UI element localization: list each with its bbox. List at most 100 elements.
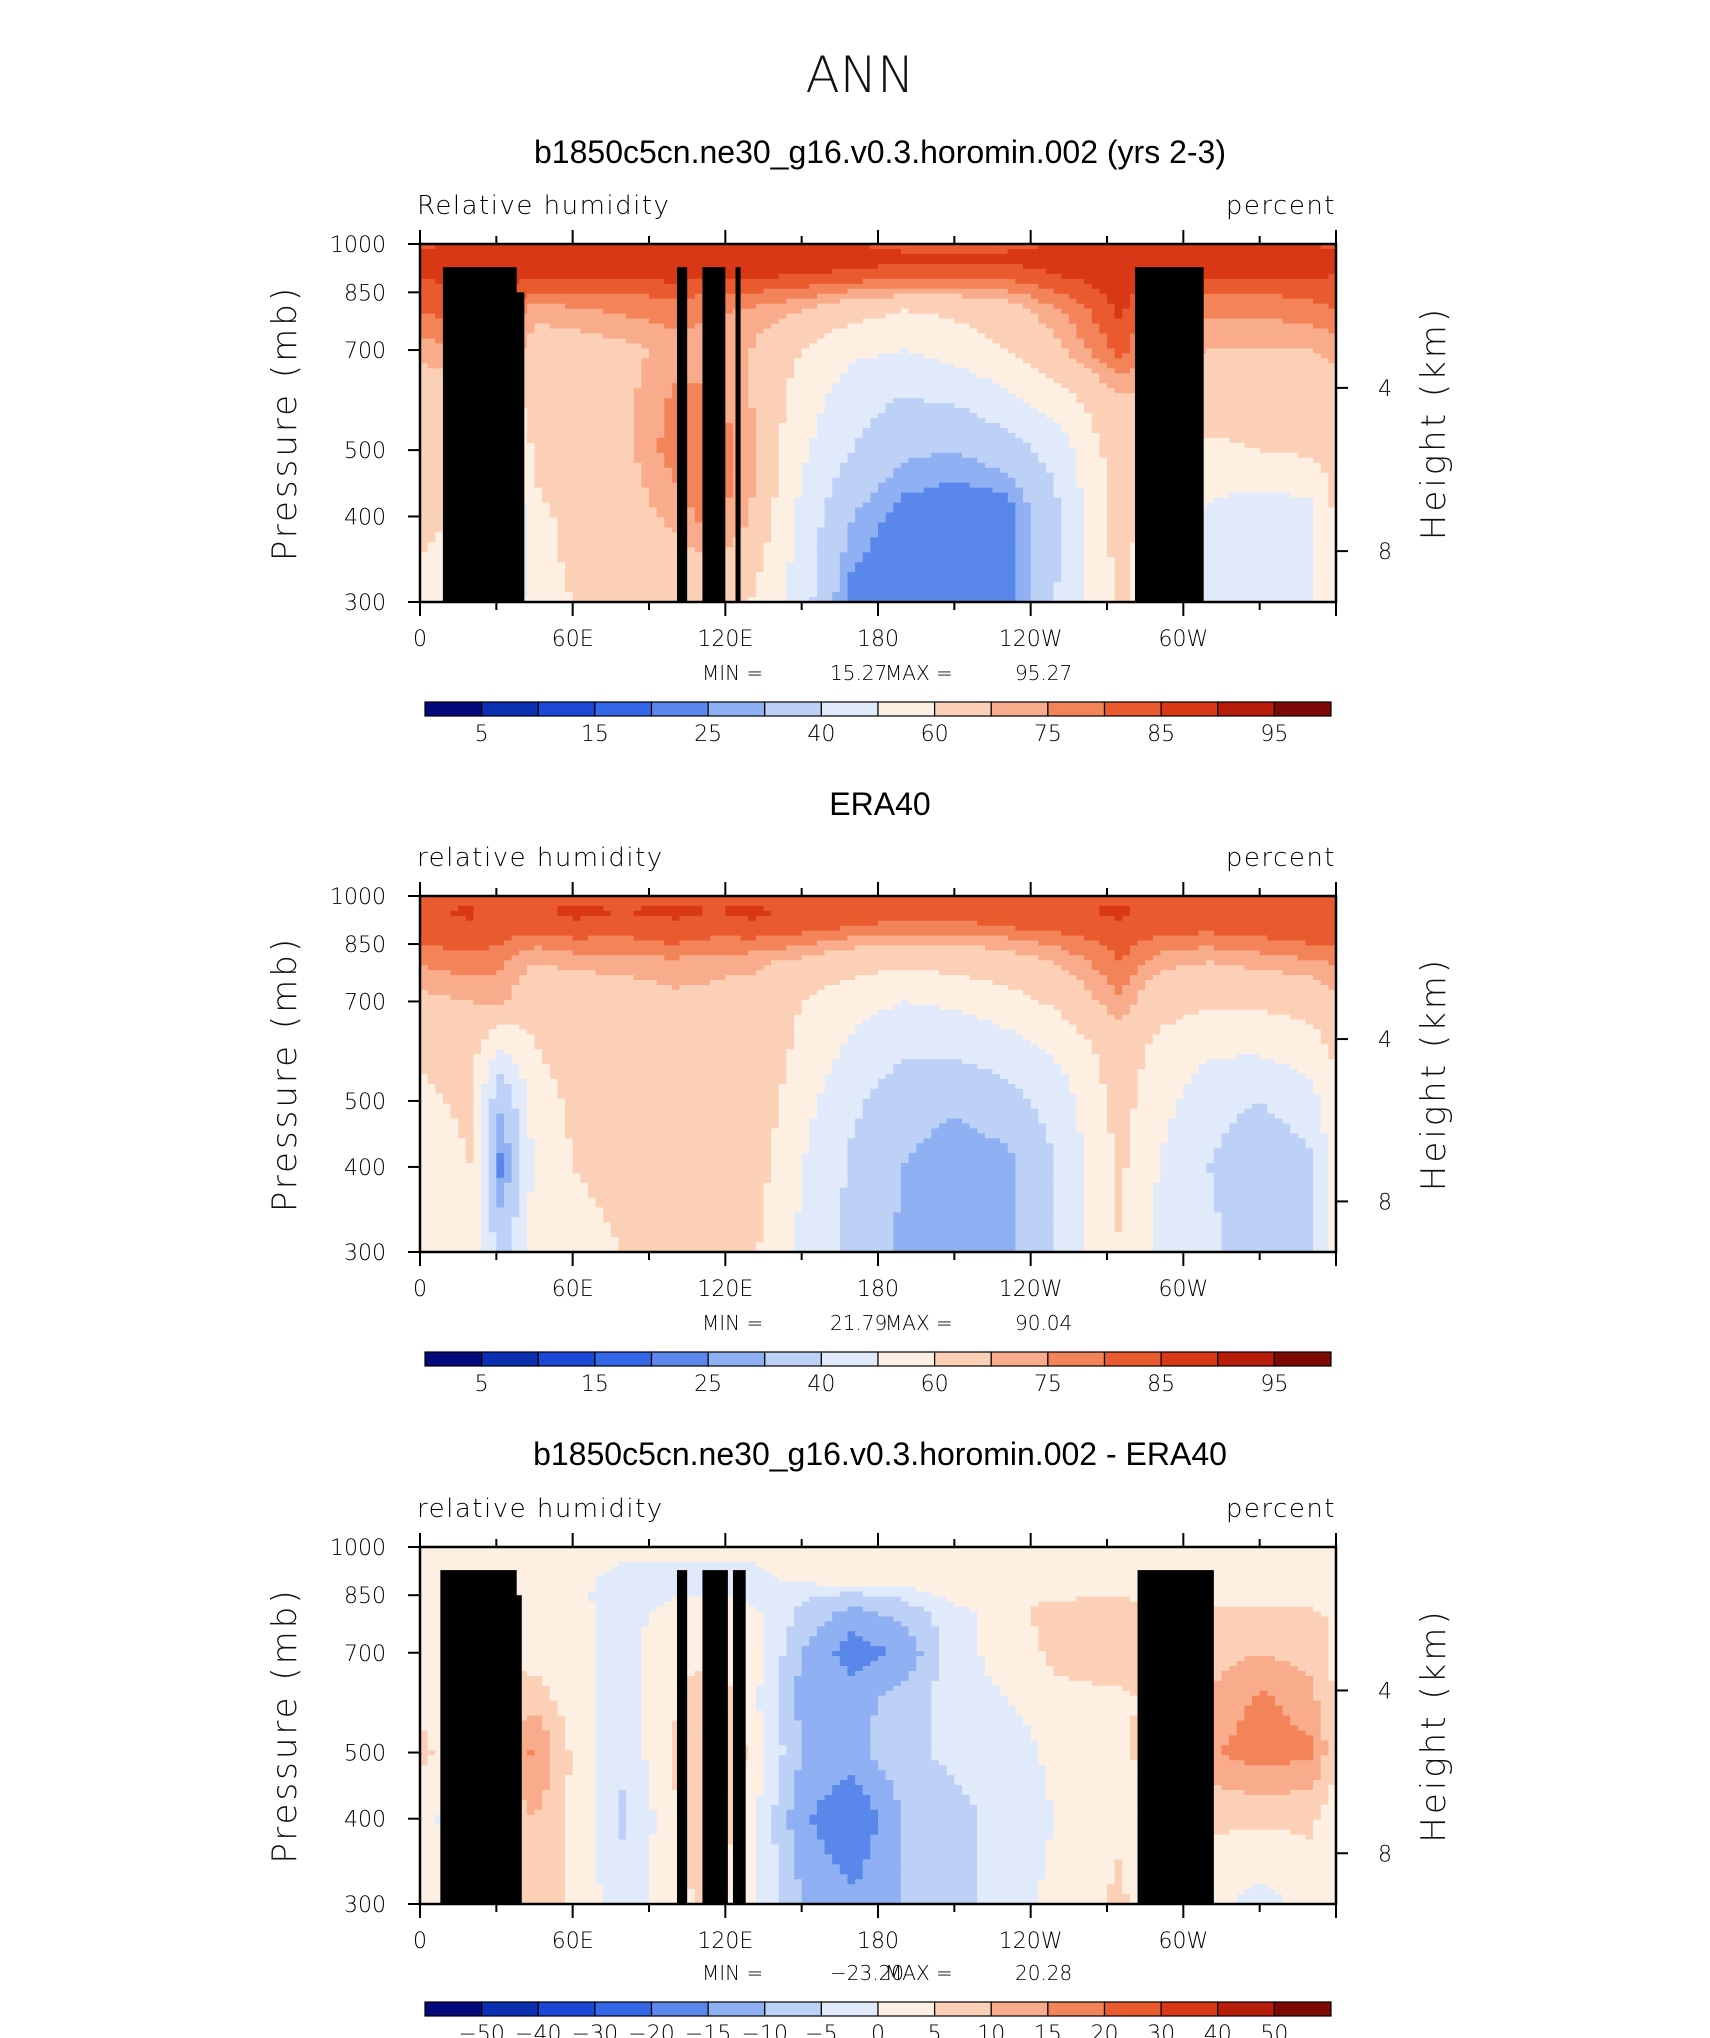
- contour-cell: [732, 308, 803, 315]
- contour-cell: [778, 318, 864, 325]
- contour-cell: [1084, 1212, 1116, 1218]
- contour-cell: [641, 1755, 673, 1761]
- contour-cell: [420, 1004, 803, 1011]
- y-tick-label: 500: [344, 1742, 386, 1767]
- contour-cell: [1076, 323, 1100, 330]
- contour-cell: [503, 1187, 520, 1194]
- contour-cell: [1320, 1611, 1336, 1618]
- contour-cell: [656, 1819, 688, 1826]
- y-tick-label: 700: [344, 990, 386, 1015]
- contour-cell: [549, 1745, 566, 1751]
- contour-cell: [1007, 985, 1085, 991]
- colorbar-label: −10: [742, 2022, 788, 2038]
- contour-cell: [488, 1148, 497, 1154]
- contour-cell: [870, 492, 902, 499]
- y-tick-label: 400: [344, 1156, 386, 1181]
- contour-cell: [1084, 1217, 1116, 1223]
- contour-cell: [771, 1829, 795, 1836]
- contour-cell: [1030, 512, 1062, 519]
- contour-cell: [778, 1670, 803, 1677]
- contour-cell: [878, 1824, 902, 1831]
- contour-cell: [1313, 348, 1336, 354]
- contour-cell: [496, 1182, 505, 1189]
- contour-cell: [878, 1760, 940, 1766]
- contour-cell: [565, 1108, 780, 1115]
- contour-cell: [542, 487, 650, 494]
- contour-cell: [771, 1163, 803, 1169]
- contour-cell: [885, 313, 940, 320]
- contour-cell: [633, 447, 658, 454]
- contour-cell: [420, 1646, 444, 1652]
- contour-cell: [725, 413, 757, 419]
- contour-cell: [420, 905, 459, 912]
- contour-cell: [1168, 1138, 1223, 1144]
- contour-cell: [664, 432, 734, 439]
- contour-cell: [565, 1834, 597, 1841]
- contour-cell: [511, 1103, 528, 1110]
- contour-cell: [519, 482, 536, 489]
- contour-cell: [794, 1700, 879, 1707]
- contour-cell: [847, 935, 1009, 942]
- contour-cell: [855, 1133, 933, 1139]
- contour-cell: [801, 1725, 871, 1732]
- contour-cell: [794, 1785, 833, 1791]
- contour-cell: [1076, 1118, 1108, 1125]
- contour-cell: [1137, 989, 1336, 996]
- contour-cell: [771, 537, 795, 543]
- contour-cell: [755, 1819, 772, 1826]
- contour-cell: [519, 1172, 536, 1179]
- contour-cell: [1122, 1227, 1154, 1233]
- contour-cell: [526, 423, 635, 429]
- contour-cell: [526, 338, 627, 345]
- contour-cell: [1152, 338, 1336, 345]
- contour-cell: [1221, 1670, 1307, 1677]
- contour-cell: [732, 437, 757, 444]
- contour-cell: [816, 542, 849, 548]
- contour-cell: [1053, 378, 1100, 384]
- contour-cell: [748, 368, 795, 374]
- contour-cell: [420, 1794, 452, 1801]
- contour-cell: [1328, 1666, 1336, 1672]
- contour-cell: [1129, 1148, 1162, 1154]
- contour-cell: [1114, 353, 1123, 359]
- contour-cell: [1313, 582, 1336, 588]
- contour-cell: [1122, 1879, 1336, 1885]
- contour-cell: [1282, 1705, 1322, 1712]
- contour-cell: [908, 1626, 940, 1632]
- contour-cell: [1152, 467, 1322, 474]
- contour-cell: [420, 517, 444, 524]
- contour-cell: [900, 1869, 978, 1875]
- contour-cell: [816, 562, 841, 568]
- contour-cell: [954, 403, 1032, 409]
- contour-cell: [809, 1118, 856, 1125]
- contour-cell: [1122, 1869, 1336, 1875]
- contour-cell: [595, 1576, 780, 1583]
- contour-cell: [1137, 1074, 1192, 1080]
- contour-cell: [1084, 935, 1154, 942]
- contour-cell: [1328, 1785, 1336, 1791]
- contour-cell: [939, 1004, 1055, 1011]
- contour-cell: [1038, 368, 1093, 374]
- contour-cell: [420, 378, 642, 384]
- contour-cell: [816, 1834, 871, 1841]
- contour-cell: [786, 388, 833, 394]
- contour-cell: [420, 1621, 444, 1627]
- panel-title: ERA40: [829, 786, 930, 822]
- contour-cell: [1030, 542, 1062, 548]
- contour-cell: [1007, 492, 1024, 499]
- contour-cell: [420, 318, 452, 325]
- colorbar-swatch: [1273, 1351, 1332, 1367]
- contour-cell: [946, 1765, 1047, 1771]
- contour-cell: [1076, 457, 1108, 464]
- contour-cell: [664, 278, 681, 285]
- land-mask: [491, 1595, 522, 1904]
- contour-cell: [969, 1799, 1055, 1806]
- contour-cell: [420, 940, 505, 947]
- contour-cell: [1023, 487, 1055, 494]
- contour-cell: [526, 1197, 597, 1204]
- contour-cell: [816, 577, 841, 583]
- contour-cell: [587, 1187, 765, 1194]
- contour-cell: [420, 1163, 482, 1169]
- contour-cell: [1152, 975, 1314, 981]
- contour-cell: [794, 527, 818, 533]
